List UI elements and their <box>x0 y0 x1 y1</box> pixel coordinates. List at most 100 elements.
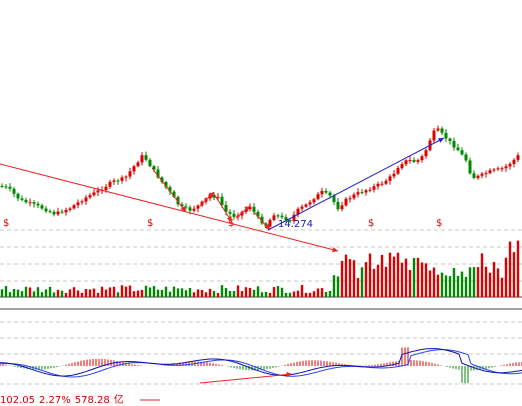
volume-bar <box>508 241 512 297</box>
price-candle <box>392 173 396 177</box>
price-candle <box>368 189 372 191</box>
volume-bar <box>304 292 308 297</box>
volume-bar <box>288 292 292 297</box>
volume-bar <box>396 252 400 297</box>
trend-lines[interactable] <box>0 137 445 401</box>
price-candle <box>288 220 292 222</box>
event-marker: $ <box>147 218 153 229</box>
price-panel[interactable] <box>0 125 520 229</box>
volume-bar <box>128 285 132 297</box>
price-candle <box>280 215 284 218</box>
price-candle <box>284 217 288 221</box>
volume-bar <box>436 274 440 297</box>
volume-bar <box>76 290 80 297</box>
price-candle <box>364 190 368 193</box>
volume-bar <box>244 287 248 297</box>
price-candle <box>160 177 164 182</box>
price-candle <box>464 154 468 161</box>
price-candle <box>40 205 44 209</box>
price-candle <box>140 155 144 163</box>
price-candle <box>308 202 312 205</box>
volume-bar <box>496 268 500 297</box>
price-candle <box>20 198 24 200</box>
volume-bar <box>68 289 72 297</box>
price-candle <box>36 203 40 206</box>
price-candle <box>516 155 520 160</box>
volume-panel[interactable] <box>0 229 522 298</box>
volume-bar <box>152 286 156 297</box>
price-candle <box>112 180 116 182</box>
volume-bar <box>56 289 60 297</box>
price-candle <box>448 138 452 142</box>
price-candle <box>184 206 188 208</box>
volume-bar <box>164 286 168 297</box>
price-candle <box>128 171 132 177</box>
price-candle <box>500 168 504 170</box>
volume-bar <box>260 292 264 297</box>
price-candle <box>196 205 200 209</box>
price-candle <box>88 195 92 198</box>
price-candle <box>12 188 16 194</box>
price-candle <box>152 166 156 170</box>
price-candle <box>232 213 236 217</box>
price-candle <box>376 183 380 187</box>
volume-bar <box>12 289 16 297</box>
swing-arrow-head <box>264 224 270 230</box>
price-candle <box>60 211 64 213</box>
event-marker: $ <box>368 218 374 229</box>
price-candle <box>404 160 408 165</box>
volume-bar <box>216 292 220 297</box>
price-candle <box>484 173 488 175</box>
volume-bar <box>464 276 468 297</box>
price-candle <box>116 180 120 182</box>
price-candle <box>136 162 140 167</box>
price-candle <box>84 197 88 202</box>
volume-bar <box>328 290 332 297</box>
volume-bar <box>472 267 476 297</box>
price-candle <box>276 215 280 217</box>
volume-bar <box>156 289 160 297</box>
volume-bar <box>356 278 360 297</box>
volume-bar <box>424 263 428 297</box>
uptrend-arrow <box>267 137 445 231</box>
price-candle <box>468 160 472 174</box>
low-price-label: 14.274 <box>278 219 313 230</box>
price-candle <box>316 194 320 200</box>
price-candle <box>272 215 276 221</box>
price-candle <box>4 186 8 188</box>
price-candle <box>412 160 416 162</box>
volume-bar <box>4 286 8 297</box>
price-candle <box>28 202 32 204</box>
volume-bar <box>136 290 140 297</box>
price-candle <box>352 194 356 199</box>
volume-bar <box>24 286 28 297</box>
volume-bar <box>44 289 48 297</box>
volume-bar <box>212 291 216 297</box>
price-candle <box>16 193 20 199</box>
volume-bar <box>148 287 152 297</box>
price-candle <box>228 211 232 214</box>
price-candle <box>156 169 160 178</box>
price-candle <box>476 175 480 179</box>
price-candle <box>68 208 72 210</box>
volume-bar <box>384 266 388 297</box>
volume-bar <box>300 285 304 297</box>
volume-bar <box>348 259 352 297</box>
volume-bar <box>312 291 316 297</box>
volume-bar <box>232 291 236 297</box>
price-candle <box>360 192 364 194</box>
volume-bar <box>380 254 384 297</box>
price-candle <box>92 192 96 196</box>
volume-bar <box>316 288 320 297</box>
volume-bar <box>284 292 288 297</box>
price-candle <box>248 206 252 210</box>
volume-bar <box>40 292 44 297</box>
price-candle <box>372 186 376 190</box>
indicator-panel[interactable] <box>0 308 522 385</box>
price-candle <box>108 181 112 187</box>
price-candle <box>380 183 384 185</box>
price-candle <box>312 199 316 203</box>
volume-bar <box>272 287 276 297</box>
price-candle <box>120 177 124 181</box>
